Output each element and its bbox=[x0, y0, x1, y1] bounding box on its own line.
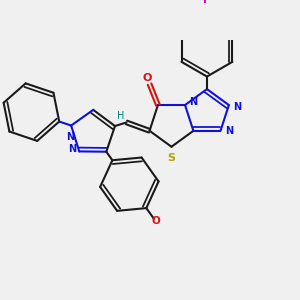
Text: S: S bbox=[167, 153, 175, 163]
Text: O: O bbox=[143, 73, 152, 83]
Text: N: N bbox=[68, 144, 76, 154]
Text: O: O bbox=[152, 216, 161, 226]
Text: H: H bbox=[116, 111, 124, 121]
Text: N: N bbox=[233, 102, 241, 112]
Text: N: N bbox=[189, 97, 197, 107]
Text: F: F bbox=[203, 0, 211, 5]
Text: N: N bbox=[225, 126, 233, 136]
Text: N: N bbox=[66, 132, 74, 142]
